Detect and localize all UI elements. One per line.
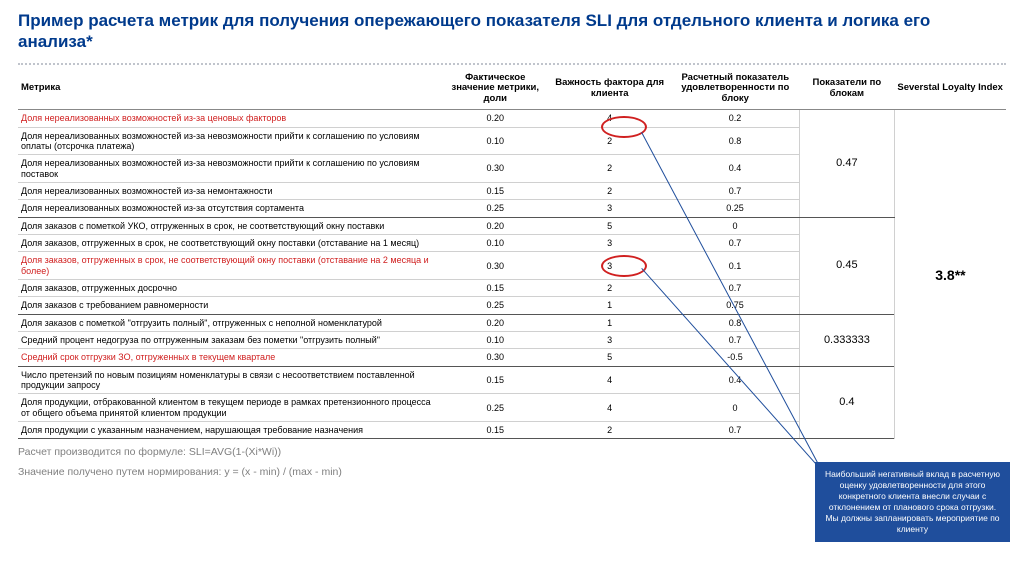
cell-imp: 4 [548,394,671,422]
metric-name: Доля заказов с пометкой "отгрузить полны… [18,314,442,331]
metric-name: Доля нереализованных возможностей из-за … [18,182,442,199]
block-value: 0.4 [799,366,894,439]
cell-fact: 0.15 [442,182,548,199]
footnote-formula: Расчет производится по формуле: SLI=AVG(… [18,445,1006,461]
cell-calc: 0.8 [671,314,799,331]
cell-calc: 0 [671,394,799,422]
cell-calc: 0.7 [671,422,799,439]
cell-imp: 2 [548,127,671,155]
cell-calc: 0.25 [671,200,799,217]
cell-imp: 5 [548,217,671,234]
table-row: Доля нереализованных возможностей из-за … [18,110,1006,127]
metric-name: Доля заказов, отгруженных в срок, не соо… [18,235,442,252]
cell-calc: 0.75 [671,297,799,314]
metrics-table: Метрика Фактическое значение метрики, до… [18,69,1006,440]
metric-name: Доля продукции, отбракованной клиентом в… [18,394,442,422]
cell-imp: 2 [548,422,671,439]
cell-imp: 2 [548,155,671,183]
slide-title: Пример расчета метрик для получения опер… [0,0,1024,57]
cell-fact: 0.25 [442,200,548,217]
cell-imp: 3 [548,252,671,280]
metric-name: Доля заказов с пометкой УКО, отгруженных… [18,217,442,234]
cell-fact: 0.15 [442,422,548,439]
cell-imp: 1 [548,314,671,331]
metric-name: Число претензий по новым позициям номенк… [18,366,442,394]
cell-imp: 3 [548,332,671,349]
block-value: 0.333333 [799,314,894,366]
metric-name: Доля заказов с требованием равномерности [18,297,442,314]
cell-calc: 0.7 [671,332,799,349]
cell-calc: 0.7 [671,235,799,252]
cell-fact: 0.30 [442,155,548,183]
cell-calc: 0.8 [671,127,799,155]
metric-name: Доля заказов, отгруженных в срок, не соо… [18,252,442,280]
cell-fact: 0.15 [442,366,548,394]
title-divider [18,63,1006,65]
col-calc: Расчетный показатель удовлетворенности п… [671,69,799,110]
cell-fact: 0.30 [442,349,548,366]
cell-imp: 4 [548,110,671,127]
cell-calc: 0.1 [671,252,799,280]
analysis-callout: Наибольший негативный вклад в расчетную … [815,462,1010,542]
cell-imp: 2 [548,182,671,199]
cell-fact: 0.10 [442,127,548,155]
header-row: Метрика Фактическое значение метрики, до… [18,69,1006,110]
cell-fact: 0.25 [442,394,548,422]
col-sli: Severstal Loyalty Index [894,69,1006,110]
metric-name: Средний процент недогруза по отгруженным… [18,332,442,349]
cell-fact: 0.20 [442,110,548,127]
cell-imp: 2 [548,280,671,297]
cell-imp: 3 [548,235,671,252]
cell-imp: 1 [548,297,671,314]
col-fact: Фактическое значение метрики, доли [442,69,548,110]
cell-fact: 0.30 [442,252,548,280]
col-metric: Метрика [18,69,442,110]
table-row: Число претензий по новым позициям номенк… [18,366,1006,394]
cell-imp: 3 [548,200,671,217]
cell-calc: 0.2 [671,110,799,127]
col-importance: Важность фактора для клиента [548,69,671,110]
cell-fact: 0.10 [442,332,548,349]
cell-calc: 0.7 [671,182,799,199]
metric-name: Доля нереализованных возможностей из-за … [18,110,442,127]
cell-calc: -0.5 [671,349,799,366]
table-row: Доля заказов с пометкой УКО, отгруженных… [18,217,1006,234]
metric-name: Средний срок отгрузки ЗО, отгруженных в … [18,349,442,366]
metric-name: Доля нереализованных возможностей из-за … [18,155,442,183]
table-row: Доля заказов с пометкой "отгрузить полны… [18,314,1006,331]
block-value: 0.47 [799,110,894,217]
cell-imp: 5 [548,349,671,366]
cell-calc: 0.4 [671,366,799,394]
metric-name: Доля нереализованных возможностей из-за … [18,200,442,217]
metric-name: Доля продукции с указанным назначением, … [18,422,442,439]
cell-calc: 0 [671,217,799,234]
cell-imp: 4 [548,366,671,394]
metric-name: Доля нереализованных возможностей из-за … [18,127,442,155]
sli-value: 3.8** [894,110,1006,439]
cell-fact: 0.10 [442,235,548,252]
col-block: Показатели по блокам [799,69,894,110]
block-value: 0.45 [799,217,894,314]
cell-calc: 0.4 [671,155,799,183]
cell-fact: 0.20 [442,314,548,331]
cell-fact: 0.15 [442,280,548,297]
cell-fact: 0.25 [442,297,548,314]
metric-name: Доля заказов, отгруженных досрочно [18,280,442,297]
cell-fact: 0.20 [442,217,548,234]
cell-calc: 0.7 [671,280,799,297]
